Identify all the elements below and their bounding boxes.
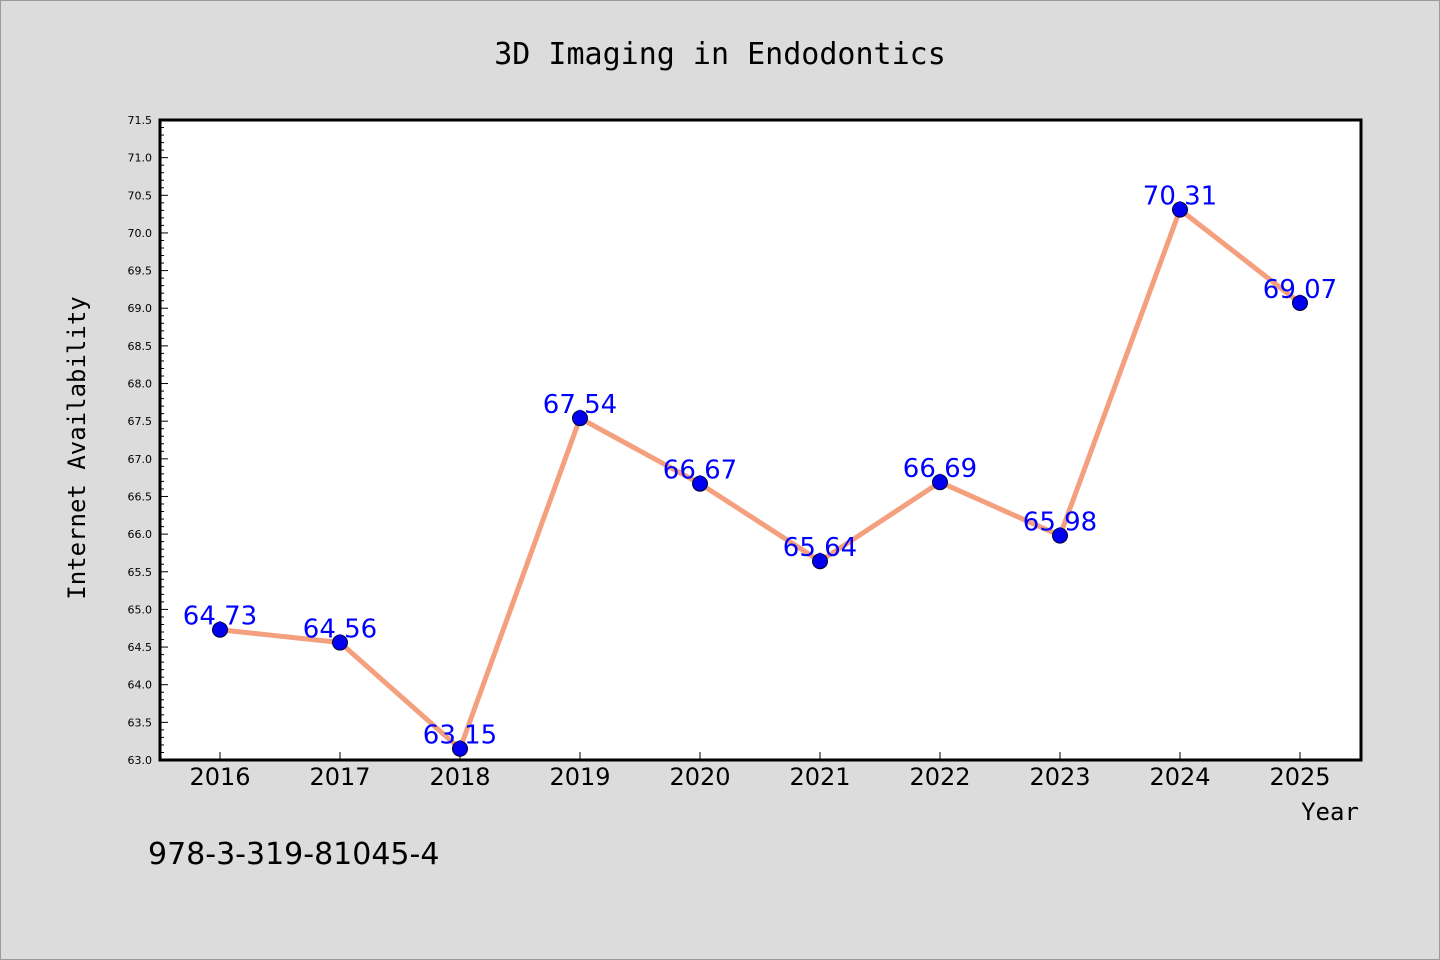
y-tick-label: 69.0	[128, 302, 153, 315]
data-point	[452, 740, 468, 757]
data-point	[692, 475, 708, 492]
x-tick-label: 2020	[669, 763, 730, 791]
y-tick-label: 68.0	[128, 378, 153, 391]
x-tick-label: 2017	[309, 763, 370, 791]
data-label: 63.15	[423, 721, 497, 751]
y-tick-label: 63.0	[128, 754, 153, 767]
y-tick-label: 69.5	[128, 265, 153, 278]
y-tick-label: 65.5	[128, 566, 153, 579]
data-markers	[212, 201, 1308, 757]
y-tick-label: 67.0	[128, 453, 153, 466]
chart-title: 3D Imaging in Endodontics	[494, 37, 946, 72]
y-tick-label: 66.5	[128, 490, 153, 503]
x-tick-label: 2022	[909, 763, 970, 791]
data-point	[812, 553, 828, 570]
data-label: 69.07	[1263, 275, 1337, 305]
y-tick-label: 64.0	[128, 679, 153, 692]
x-axis-ticks: 2016 2017 2018 2019 2020 2021 2022 2023 2024 2025	[189, 752, 1331, 791]
y-tick-label: 68.5	[128, 340, 153, 353]
y-tick-label: 66.0	[128, 528, 153, 541]
y-tick-label: 63.5	[128, 716, 153, 729]
data-label: 64.56	[303, 615, 377, 645]
y-tick-label: 70.0	[128, 227, 153, 240]
y-tick-label: 71.0	[128, 152, 153, 165]
data-label: 65.64	[783, 533, 857, 563]
data-point	[332, 634, 348, 651]
data-point	[212, 621, 228, 638]
x-tick-label: 2025	[1269, 763, 1330, 791]
y-tick-label: 67.5	[128, 415, 153, 428]
x-tick-label: 2019	[549, 763, 610, 791]
y-tick-label: 71.5	[128, 114, 153, 127]
data-label: 70.31	[1143, 182, 1217, 212]
y-tick-label: 64.5	[128, 641, 153, 654]
x-tick-label: 2024	[1149, 763, 1210, 791]
data-label: 65.98	[1023, 508, 1097, 538]
y-tick-label: 65.0	[128, 603, 153, 616]
data-point	[1172, 201, 1188, 218]
plot-area	[160, 120, 1361, 760]
data-labels: 64.73 64.56 63.15 67.54 66.67 65.64 66.69 65.98…	[183, 182, 1337, 751]
data-label: 64.73	[183, 602, 257, 632]
x-tick-label: 2018	[429, 763, 490, 791]
data-point	[572, 410, 588, 427]
series-line	[217, 207, 1303, 752]
data-point	[932, 474, 948, 491]
data-label: 66.67	[663, 456, 737, 486]
x-axis-label: Year	[1301, 798, 1359, 826]
y-axis-ticks: 63.0 63.5 64.0 64.5 65.0 65.5 66.0 66.5 67.0 67.5…	[128, 114, 168, 767]
data-label: 67.54	[543, 390, 617, 420]
data-point	[1052, 527, 1068, 544]
y-axis-label: Internet Availability	[63, 296, 91, 599]
y-tick-label: 70.5	[128, 189, 153, 202]
x-tick-label: 2021	[789, 763, 850, 791]
isbn-annotation: 978-3-319-81045-4	[148, 837, 439, 872]
x-tick-label: 2016	[189, 763, 250, 791]
plot-border	[158, 118, 1363, 762]
data-point	[1292, 294, 1308, 311]
data-label: 66.69	[903, 454, 977, 484]
x-tick-label: 2023	[1029, 763, 1090, 791]
